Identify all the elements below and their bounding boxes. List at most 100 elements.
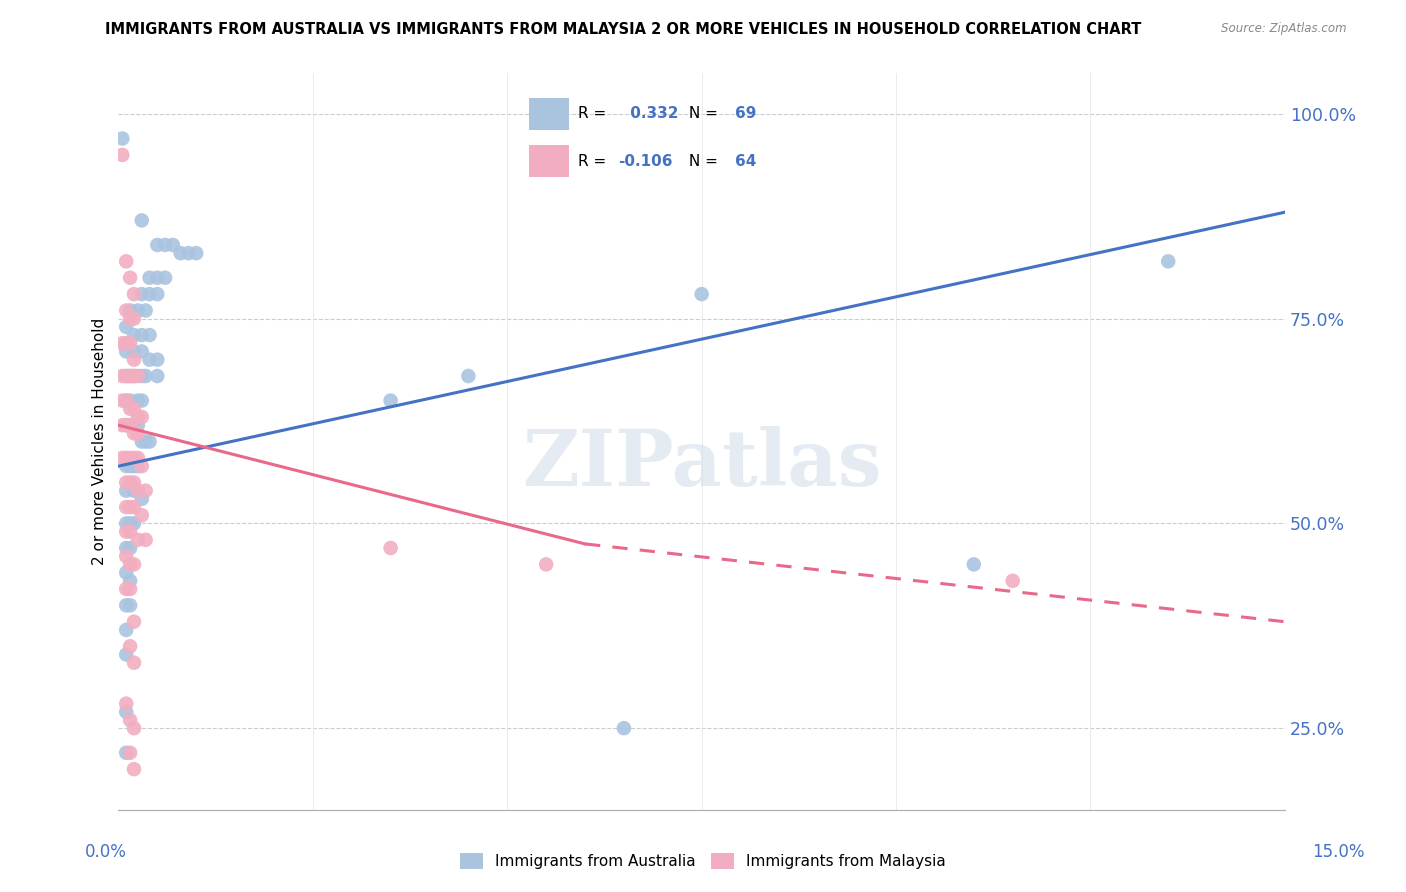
Point xyxy=(120,401,142,416)
Point xyxy=(169,246,191,260)
Text: ZIPatlas: ZIPatlas xyxy=(522,425,882,501)
Point xyxy=(122,369,145,384)
Point xyxy=(457,369,479,384)
Point xyxy=(115,746,138,760)
Point xyxy=(115,319,138,334)
Point xyxy=(111,450,134,465)
Point xyxy=(120,393,142,408)
Point xyxy=(115,483,138,498)
Point xyxy=(115,648,138,662)
Point xyxy=(120,582,142,596)
Point xyxy=(131,508,153,523)
Point xyxy=(153,270,176,285)
Point xyxy=(690,287,713,301)
Point xyxy=(135,369,157,384)
Point xyxy=(115,303,138,318)
Point xyxy=(120,459,142,474)
Point xyxy=(131,344,153,359)
Point xyxy=(120,860,142,874)
Point xyxy=(138,270,160,285)
Point xyxy=(111,336,134,351)
Point xyxy=(120,336,142,351)
Point xyxy=(138,287,160,301)
Point xyxy=(115,450,138,465)
Point xyxy=(120,311,142,326)
Point xyxy=(120,574,142,588)
Point xyxy=(120,369,142,384)
Point xyxy=(122,418,145,433)
Point xyxy=(120,524,142,539)
Point xyxy=(146,369,169,384)
Text: Source: ZipAtlas.com: Source: ZipAtlas.com xyxy=(1222,22,1347,36)
Point xyxy=(115,369,138,384)
Point xyxy=(122,762,145,776)
Point xyxy=(120,303,142,318)
Point xyxy=(131,369,153,384)
Point xyxy=(122,459,145,474)
Point xyxy=(115,500,138,514)
Point xyxy=(115,393,138,408)
Point xyxy=(380,541,402,555)
Point xyxy=(380,393,402,408)
Point xyxy=(131,434,153,449)
Point xyxy=(120,418,142,433)
Point xyxy=(138,434,160,449)
Point xyxy=(115,566,138,580)
Point xyxy=(122,369,145,384)
Point xyxy=(115,418,138,433)
Point xyxy=(186,246,208,260)
Point xyxy=(127,409,149,424)
Point xyxy=(115,705,138,719)
Point xyxy=(146,238,169,252)
Point xyxy=(122,483,145,498)
Point xyxy=(115,344,138,359)
Point xyxy=(122,475,145,490)
Point xyxy=(115,459,138,474)
Y-axis label: 2 or more Vehicles in Household: 2 or more Vehicles in Household xyxy=(93,318,107,566)
Point xyxy=(1001,574,1024,588)
Point xyxy=(120,475,142,490)
Point xyxy=(127,393,149,408)
Point xyxy=(146,287,169,301)
Point xyxy=(162,238,184,252)
Point xyxy=(120,599,142,613)
Point xyxy=(135,303,157,318)
Point xyxy=(115,599,138,613)
Point xyxy=(146,270,169,285)
Text: 15.0%: 15.0% xyxy=(1312,843,1365,861)
Point xyxy=(122,516,145,531)
Point xyxy=(115,623,138,637)
Point xyxy=(131,213,153,227)
Point xyxy=(127,459,149,474)
Text: IMMIGRANTS FROM AUSTRALIA VS IMMIGRANTS FROM MALAYSIA 2 OR MORE VEHICLES IN HOUS: IMMIGRANTS FROM AUSTRALIA VS IMMIGRANTS … xyxy=(105,22,1142,37)
Point xyxy=(138,352,160,367)
Point xyxy=(115,254,138,268)
Point xyxy=(122,344,145,359)
Point xyxy=(111,418,134,433)
Point xyxy=(120,558,142,572)
Point xyxy=(122,287,145,301)
Point xyxy=(131,409,153,424)
Point xyxy=(131,491,153,506)
Point xyxy=(131,328,153,343)
Point xyxy=(115,549,138,564)
Point xyxy=(111,131,134,145)
Point xyxy=(146,352,169,367)
Point xyxy=(122,558,145,572)
Point xyxy=(127,303,149,318)
Point xyxy=(115,336,138,351)
Point xyxy=(111,148,134,162)
Point xyxy=(122,401,145,416)
Point xyxy=(120,270,142,285)
Point xyxy=(120,450,142,465)
Point xyxy=(122,615,145,629)
Point xyxy=(153,238,176,252)
Point xyxy=(131,287,153,301)
Point xyxy=(120,541,142,555)
Point xyxy=(120,369,142,384)
Point xyxy=(122,311,145,326)
Point xyxy=(115,418,138,433)
Point xyxy=(115,475,138,490)
Point xyxy=(120,746,142,760)
Point xyxy=(122,656,145,670)
